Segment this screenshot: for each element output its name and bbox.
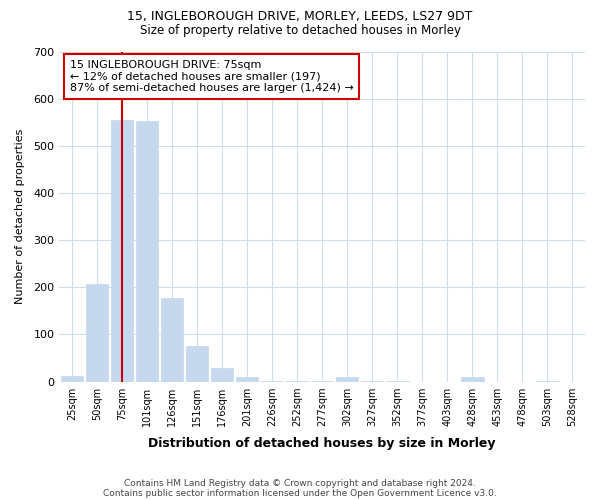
Text: 15, INGLEBOROUGH DRIVE, MORLEY, LEEDS, LS27 9DT: 15, INGLEBOROUGH DRIVE, MORLEY, LEEDS, L… bbox=[127, 10, 473, 23]
Bar bbox=[236, 377, 259, 382]
Text: Size of property relative to detached houses in Morley: Size of property relative to detached ho… bbox=[139, 24, 461, 37]
Bar bbox=[211, 368, 233, 382]
Bar bbox=[186, 346, 208, 382]
Bar bbox=[361, 380, 383, 382]
Bar bbox=[336, 377, 358, 382]
Bar bbox=[86, 284, 108, 382]
Text: Contains HM Land Registry data © Crown copyright and database right 2024.: Contains HM Land Registry data © Crown c… bbox=[124, 478, 476, 488]
X-axis label: Distribution of detached houses by size in Morley: Distribution of detached houses by size … bbox=[148, 437, 496, 450]
Bar bbox=[136, 121, 158, 382]
Y-axis label: Number of detached properties: Number of detached properties bbox=[15, 129, 25, 304]
Bar bbox=[461, 377, 484, 382]
Text: 15 INGLEBOROUGH DRIVE: 75sqm
← 12% of detached houses are smaller (197)
87% of s: 15 INGLEBOROUGH DRIVE: 75sqm ← 12% of de… bbox=[70, 60, 353, 93]
Bar bbox=[386, 380, 409, 382]
Bar bbox=[286, 380, 308, 382]
Bar bbox=[61, 376, 83, 382]
Text: Contains public sector information licensed under the Open Government Licence v3: Contains public sector information licen… bbox=[103, 488, 497, 498]
Bar bbox=[161, 298, 183, 382]
Bar bbox=[261, 380, 283, 382]
Bar bbox=[110, 120, 133, 382]
Bar bbox=[311, 380, 334, 382]
Bar bbox=[536, 380, 559, 382]
